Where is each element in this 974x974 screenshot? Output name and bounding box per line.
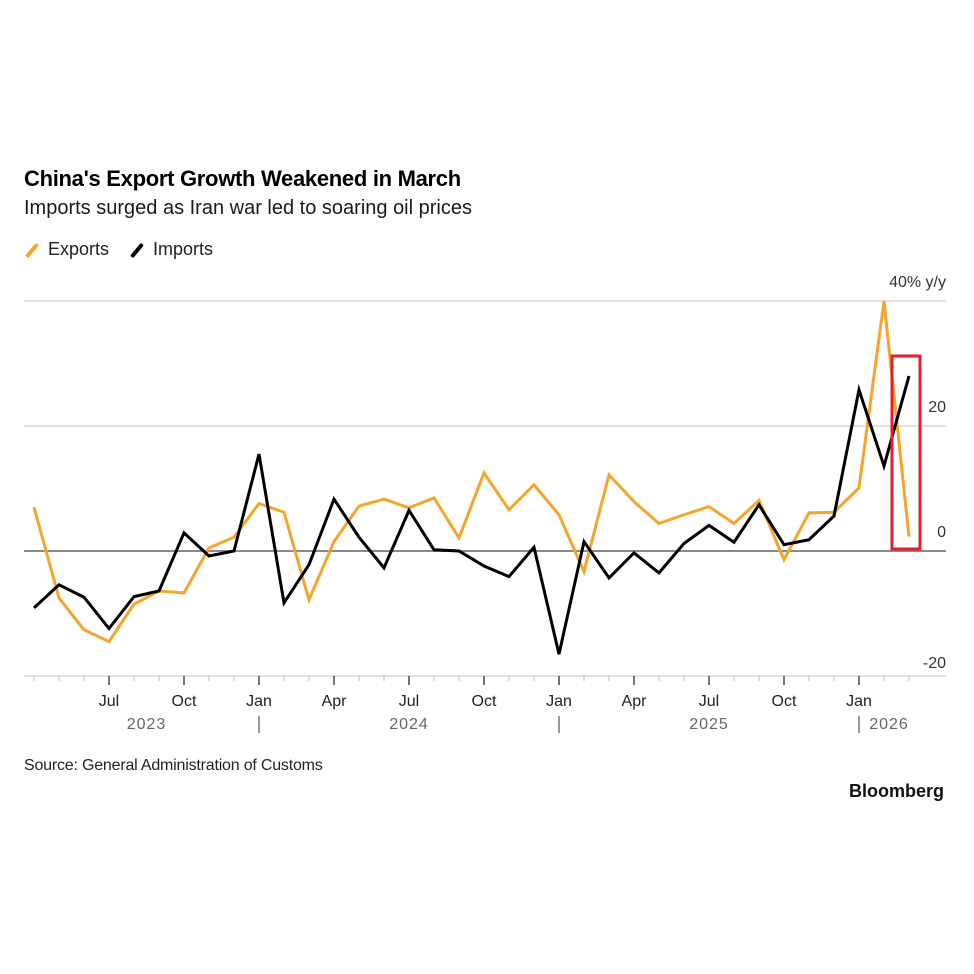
exports-line-icon [24,242,40,258]
highlight-layer [890,354,922,551]
legend-label-imports: Imports [153,239,214,259]
x-tick-label: Oct [172,693,197,710]
x-tick-label: Oct [472,693,497,710]
x-tick-label: Jul [699,693,719,710]
y-tick-label: 20 [928,399,946,416]
chart-subtitle: Imports surged as Iran war led to soarin… [24,197,472,219]
legend-item-exports: Exports [24,239,109,260]
year-label: 2026 [869,716,909,733]
y-axis: 40% y/y 20 0 -20 [889,274,946,672]
x-tick-label: Jan [246,693,272,710]
source-note: Source: General Administration of Custom… [24,757,323,774]
x-tick-label: Jan [546,693,572,710]
imports-line-icon [129,242,145,258]
x-tick-label: Oct [772,693,797,710]
x-axis: Jul Oct Jan Apr Jul Oct Jan Apr Jul Oct Jan 2023 202… [33,676,910,733]
x-tick-label: Jul [399,693,419,710]
year-label: 2025 [689,716,729,733]
x-tick-label: Apr [322,693,348,710]
bloomberg-logo: Bloomberg [848,781,944,801]
legend-item-imports: Imports [129,239,213,260]
x-tick-label: Jul [99,693,119,710]
gridlines [24,300,946,677]
legend-label-exports: Exports [48,239,110,259]
y-tick-label: -20 [923,655,946,672]
legend: Exports Imports [24,239,213,260]
highlight-box [890,354,922,551]
series-lines [32,300,911,655]
year-label: 2024 [389,716,429,733]
x-tick-label: Apr [622,693,648,710]
x-tick-label: Jan [846,693,872,710]
series-line-imports [32,375,911,655]
year-label: 2023 [127,716,167,733]
series-line-exports [32,300,911,644]
chart-title: China's Export Growth Weakened in March [24,166,461,191]
y-tick-label: 0 [937,524,946,541]
y-tick-label: 40% y/y [889,274,946,291]
